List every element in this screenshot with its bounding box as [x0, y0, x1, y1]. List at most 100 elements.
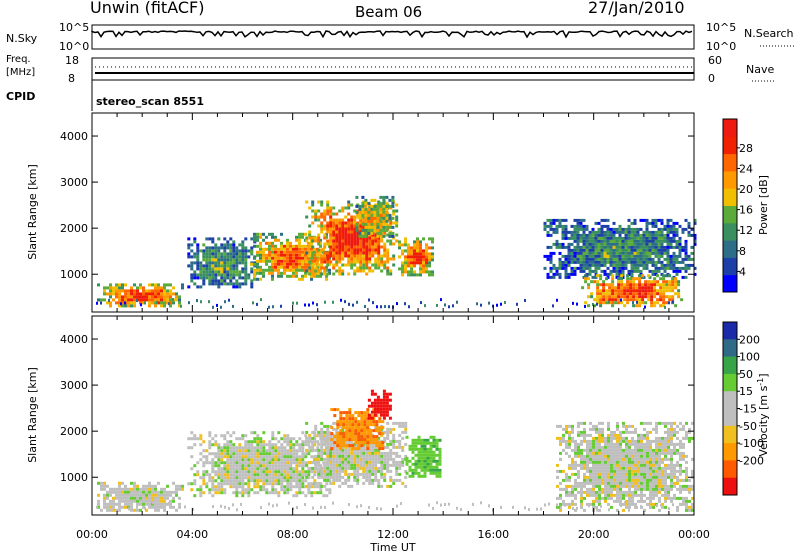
power-cell-r6 — [585, 257, 589, 261]
power-cell-r6 — [666, 263, 670, 267]
vel-cell-r3 — [381, 432, 385, 436]
power-ground-cell — [120, 302, 122, 306]
vel-cell-r2 — [347, 478, 351, 482]
vel-cell-r2 — [320, 484, 324, 488]
power-cell-r3 — [341, 251, 345, 255]
power-ground-cell — [496, 303, 498, 307]
vel-cell-r0 — [139, 490, 142, 494]
vel-cell-r1 — [199, 458, 203, 462]
vel-cell-r2 — [389, 442, 393, 446]
power-cell-r6 — [591, 269, 595, 273]
vel-cell-r4 — [382, 416, 386, 420]
power-cell-r1 — [211, 273, 215, 277]
power-cell-r2 — [319, 238, 322, 242]
power-cell-r3 — [392, 212, 396, 216]
vel-cell-r1 — [250, 479, 254, 483]
vel-cell-r5 — [432, 465, 436, 469]
power-cell-r1 — [235, 285, 239, 289]
power-cell-r3 — [383, 230, 387, 234]
vel-cell-r1 — [256, 473, 260, 477]
vel-cell-r6 — [580, 439, 583, 443]
power-cell-r3 — [305, 200, 309, 204]
power-cell-r0 — [127, 289, 130, 293]
power-cell-r6 — [591, 230, 595, 234]
power-cell-r7 — [599, 292, 603, 296]
vel-cell-r6 — [559, 508, 562, 512]
vel-cell-r6 — [601, 430, 604, 434]
vel-cell-r1 — [271, 485, 275, 489]
vel-cell-r1 — [262, 458, 266, 462]
vel-cell-r1 — [253, 482, 257, 486]
vel-cell-r1 — [202, 440, 206, 444]
power-cell-r6 — [648, 242, 652, 246]
power-cell-r2 — [265, 253, 268, 257]
power-cell-r0 — [166, 289, 169, 293]
power-cell-r6 — [645, 248, 649, 252]
vel-cell-r5 — [438, 462, 442, 466]
vel-cell-r1 — [223, 449, 227, 453]
vel-cell-r2 — [344, 481, 348, 485]
vel-cell-r6 — [619, 478, 622, 482]
vel-cell-r6 — [577, 442, 580, 446]
power-cell-r0 — [148, 292, 151, 296]
power-cell-r7 — [647, 274, 651, 278]
vel-cell-r1 — [274, 473, 278, 477]
power-cell-r3 — [317, 218, 321, 222]
vel-cell-r2 — [329, 433, 333, 437]
vel-cell-r6 — [637, 460, 640, 464]
power-cell-r6 — [681, 260, 685, 264]
power-cell-r3 — [383, 248, 387, 252]
power-cell-r6 — [606, 218, 610, 222]
power-cell-r4 — [391, 204, 395, 208]
vel-cell-r6 — [589, 469, 592, 473]
power-cell-r3 — [341, 209, 345, 213]
vel-cell-r2 — [353, 478, 357, 482]
power-cell-r7 — [608, 295, 612, 299]
power-cell-r3 — [359, 254, 363, 258]
power-cell-r3 — [317, 236, 321, 240]
power-cell-r7 — [659, 286, 663, 290]
power-cell-r6 — [624, 230, 628, 234]
power-cell-r1 — [193, 261, 197, 265]
vel-cell-r0 — [172, 490, 175, 494]
power-cell-r5 — [413, 246, 416, 250]
vel-cell-r0 — [103, 493, 106, 497]
power-colorbar-swatch — [723, 205, 737, 224]
vel-cell-r5 — [438, 456, 442, 460]
power-cell-r7 — [602, 280, 606, 284]
power-cell-r3 — [347, 248, 351, 252]
vel-cell-r3 — [357, 423, 361, 427]
vel-cell-r1 — [232, 461, 236, 465]
vel-cell-r3 — [345, 435, 349, 439]
power-cell-r3 — [380, 239, 384, 243]
vel-cell-r5 — [411, 450, 415, 454]
power-cell-r3 — [395, 239, 399, 243]
vel-cell-r1 — [310, 482, 314, 486]
vel-cell-r2 — [395, 469, 399, 473]
power-cell-r6 — [579, 236, 583, 240]
vel-cell-r1 — [265, 467, 269, 471]
power-cell-r6 — [567, 236, 571, 240]
power-cell-r6 — [561, 227, 565, 231]
power-cell-r7 — [638, 289, 642, 293]
vel-cell-r2 — [377, 466, 381, 470]
power-cell-r3 — [329, 209, 333, 213]
vel-cell-r0 — [142, 487, 145, 491]
power-cell-r6 — [576, 224, 580, 228]
vel-cell-r6 — [604, 454, 607, 458]
noise-left-tick-bottom: 10^0 — [59, 40, 89, 53]
vel-cell-r6 — [622, 454, 625, 458]
vel-cell-r2 — [368, 457, 372, 461]
power-cell-r6 — [666, 254, 670, 258]
vel-cell-r6 — [616, 508, 619, 512]
vel-cell-r1 — [226, 476, 230, 480]
power-cell-r3 — [344, 239, 348, 243]
power-cell-r2 — [262, 274, 265, 278]
vel-cell-r1 — [226, 443, 230, 447]
vel-cell-r6 — [637, 448, 640, 452]
power-cell-r2 — [313, 250, 316, 254]
vel-cell-r6 — [574, 439, 577, 443]
power-cell-r6 — [567, 254, 571, 258]
power-cell-r1 — [226, 267, 230, 271]
power-cell-r3 — [350, 221, 354, 225]
